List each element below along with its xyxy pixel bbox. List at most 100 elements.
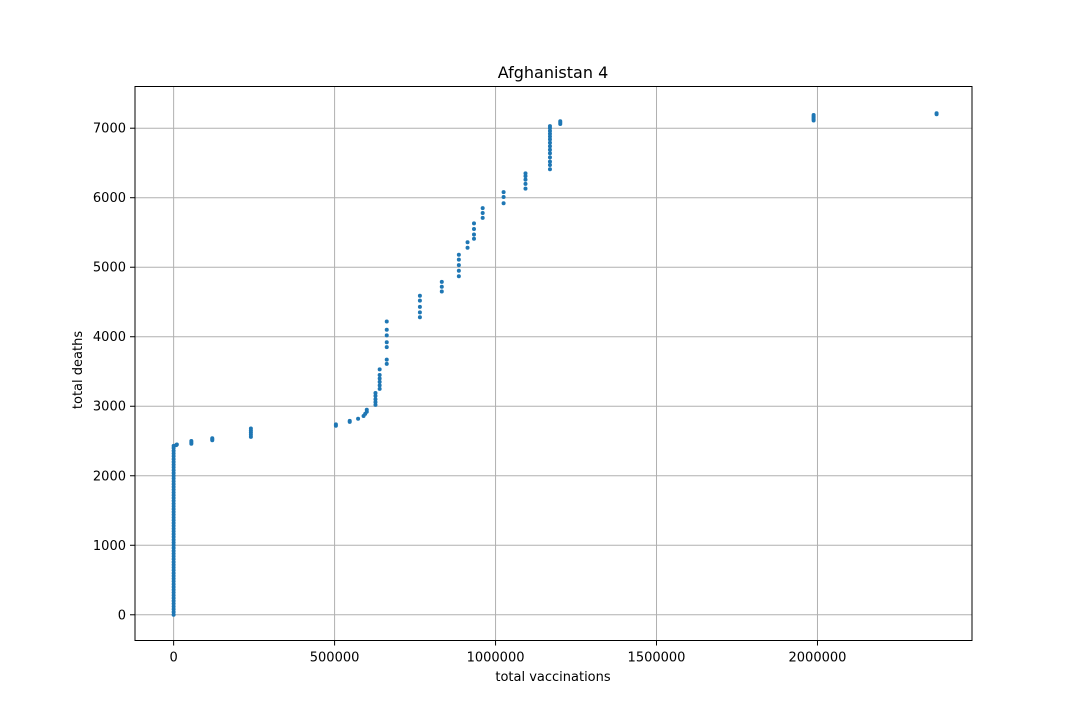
data-point: [171, 457, 176, 462]
data-point: [171, 582, 176, 587]
data-point: [364, 407, 369, 412]
data-point: [171, 459, 176, 464]
data-point: [171, 518, 176, 523]
y-tick-label: 5000: [93, 261, 126, 276]
data-point: [171, 540, 176, 545]
data-point: [471, 221, 476, 226]
data-point: [171, 598, 176, 603]
data-point: [439, 289, 444, 294]
data-point: [523, 181, 528, 186]
data-point: [171, 482, 176, 487]
data-point: [171, 501, 176, 506]
x-tick-label: 0: [169, 651, 177, 666]
data-point: [171, 584, 176, 589]
data-point: [171, 473, 176, 478]
data-point: [171, 515, 176, 520]
data-point: [171, 571, 176, 576]
data-point: [547, 140, 552, 145]
data-point: [547, 144, 552, 149]
data-point: [171, 590, 176, 595]
data-point: [373, 391, 378, 396]
data-point: [501, 201, 506, 206]
data-point: [523, 177, 528, 182]
data-point: [171, 490, 176, 495]
data-point: [547, 167, 552, 172]
data-point: [456, 268, 461, 273]
data-point: [171, 532, 176, 537]
data-point: [523, 171, 528, 176]
data-point: [171, 551, 176, 556]
data-point: [171, 543, 176, 548]
data-point: [171, 465, 176, 470]
y-tick-label: 4000: [93, 330, 126, 345]
data-point: [171, 596, 176, 601]
data-point: [171, 601, 176, 606]
data-point: [417, 304, 422, 309]
data-point: [171, 504, 176, 509]
data-point: [456, 274, 461, 279]
data-point: [171, 484, 176, 489]
data-point: [456, 263, 461, 268]
data-point: [171, 451, 176, 456]
data-point: [417, 298, 422, 303]
data-point: [523, 174, 528, 179]
data-point: [480, 206, 485, 211]
y-axis-ticks: 0 1000 2000 3000 4000 5000 6000 7000: [93, 122, 135, 623]
y-tick-label: 3000: [93, 400, 126, 415]
data-point: [547, 163, 552, 168]
data-point: [480, 215, 485, 220]
data-point: [171, 557, 176, 562]
data-point: [174, 442, 179, 447]
data-point: [373, 397, 378, 402]
x-axis-ticks: 0 500000 1000000 1500000 2000000: [169, 640, 846, 666]
data-point: [547, 147, 552, 152]
data-point: [471, 236, 476, 241]
data-point: [377, 376, 382, 381]
data-points: [171, 111, 939, 617]
data-point: [171, 573, 176, 578]
data-point: [171, 607, 176, 612]
data-point: [384, 340, 389, 345]
data-point: [171, 593, 176, 598]
data-point: [384, 345, 389, 350]
data-point: [471, 232, 476, 237]
data-point: [384, 319, 389, 324]
data-point: [171, 534, 176, 539]
data-point: [456, 252, 461, 257]
data-point: [210, 436, 215, 441]
data-point: [171, 493, 176, 498]
x-tick-label: 1500000: [628, 651, 686, 666]
y-tick-label: 2000: [93, 469, 126, 484]
data-point: [171, 548, 176, 553]
data-point: [373, 400, 378, 405]
data-point: [171, 526, 176, 531]
data-point: [171, 579, 176, 584]
y-tick-label: 6000: [93, 191, 126, 206]
data-point: [171, 470, 176, 475]
data-point: [547, 128, 552, 133]
data-point: [384, 327, 389, 332]
data-point: [347, 418, 352, 423]
data-point: [171, 604, 176, 609]
data-point: [171, 529, 176, 534]
data-point: [501, 190, 506, 195]
data-point: [356, 416, 361, 421]
data-point: [333, 422, 338, 427]
data-point: [480, 211, 485, 216]
data-point: [547, 155, 552, 160]
y-tick-label: 1000: [93, 539, 126, 554]
data-point: [373, 402, 378, 407]
data-point: [439, 279, 444, 284]
data-point: [547, 159, 552, 164]
data-point: [501, 195, 506, 200]
data-point: [171, 479, 176, 484]
data-point: [384, 361, 389, 366]
data-point: [171, 487, 176, 492]
data-point: [465, 245, 470, 250]
data-point: [171, 468, 176, 473]
grid-lines: [135, 86, 972, 641]
y-tick-label: 7000: [93, 122, 126, 137]
data-point: [373, 393, 378, 398]
data-point: [377, 372, 382, 377]
x-axis-label: total vaccinations: [495, 670, 611, 685]
